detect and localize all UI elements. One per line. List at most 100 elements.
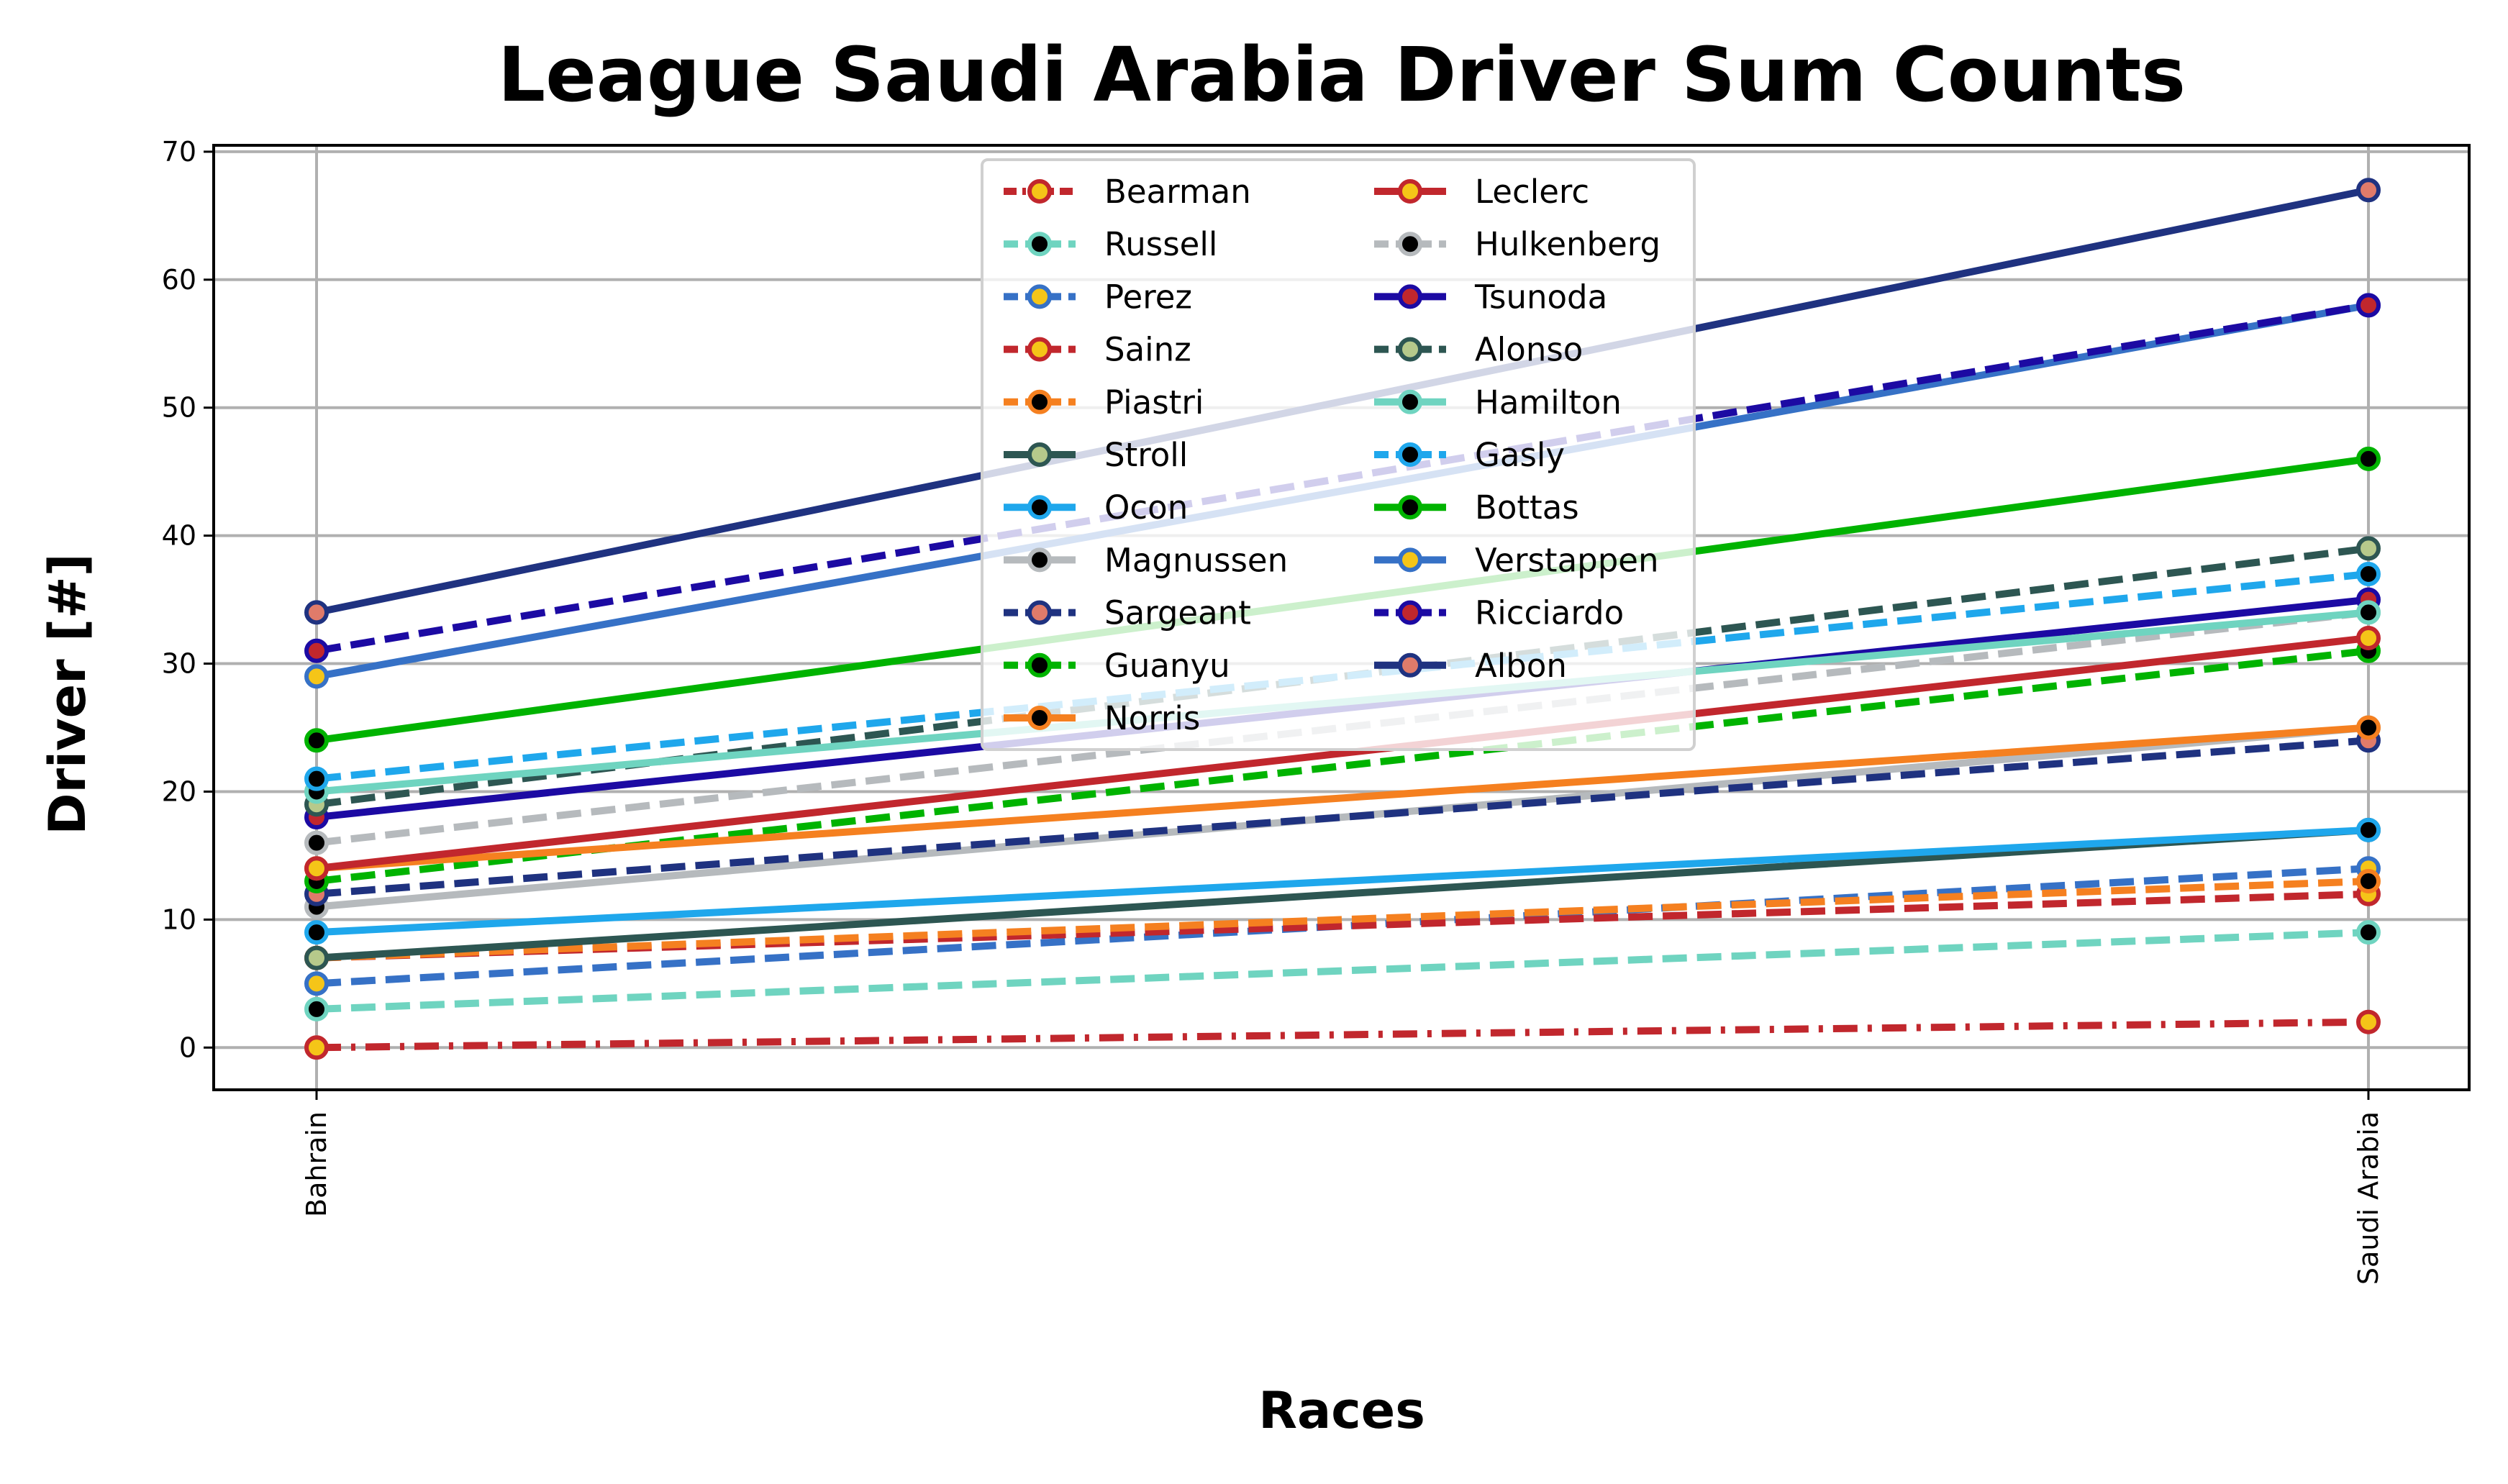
- legend-label: Tsunoda: [1474, 278, 1607, 316]
- legend-marker: [1027, 337, 1052, 362]
- series-ocon: [304, 817, 2381, 945]
- legend-marker: [1398, 389, 1422, 414]
- legend-marker: [1398, 652, 1422, 678]
- data-point: [2356, 536, 2381, 561]
- legend-label: Norris: [1104, 699, 1200, 737]
- legend-label: Alonso: [1475, 331, 1583, 369]
- legend-label: Sainz: [1104, 331, 1191, 369]
- data-point: [2356, 920, 2381, 945]
- legend-item-perez: Perez: [1004, 278, 1192, 316]
- legend-label: Bearman: [1104, 173, 1251, 211]
- series-line: [316, 724, 2369, 911]
- legend-item-sainz: Sainz: [1004, 331, 1191, 369]
- legend-label: Ricciardo: [1475, 594, 1624, 632]
- series-gasly: [304, 562, 2381, 791]
- legend-marker: [1027, 389, 1052, 414]
- legend-marker: [1398, 495, 1422, 520]
- legend-label: Piastri: [1104, 383, 1204, 422]
- chart-title: League Saudi Arabia Driver Sum Counts: [498, 31, 2186, 119]
- series-line: [316, 929, 2369, 1013]
- y-tick-label: 10: [162, 903, 196, 935]
- series-line: [316, 826, 2369, 962]
- data-point: [2356, 446, 2381, 471]
- legend-item-hamilton: Hamilton: [1374, 383, 1622, 422]
- legend-item-sargeant: Sargeant: [1004, 594, 1251, 632]
- legend-marker: [1398, 337, 1422, 362]
- data-point: [304, 664, 329, 689]
- series-line: [316, 737, 2369, 898]
- legend-marker: [1027, 495, 1052, 520]
- x-tick-label: Saudi Arabia: [2353, 1111, 2384, 1285]
- legend-label: Perez: [1104, 278, 1192, 316]
- ticks: 0 10 20 30 40 50 60 70 Bahrain Saudi Arabia: [162, 136, 2384, 1285]
- x-axis-label: Races: [1258, 1381, 1425, 1440]
- data-point: [2356, 562, 2381, 587]
- data-point: [2356, 178, 2381, 203]
- legend-item-magnussen: Magnussen: [1004, 541, 1288, 579]
- legend-item-piastri: Piastri: [1004, 383, 1204, 422]
- data-point: [2356, 293, 2381, 318]
- data-point: [304, 945, 329, 970]
- data-point: [304, 971, 329, 996]
- data-point: [304, 996, 329, 1021]
- data-point: [304, 638, 329, 663]
- legend-label: Stroll: [1104, 436, 1188, 474]
- legend-item-russell: Russell: [1004, 225, 1217, 263]
- y-tick-label: 70: [162, 136, 196, 168]
- legend-item-alonso: Alonso: [1374, 331, 1583, 369]
- y-tick-label: 50: [162, 392, 196, 424]
- legend-item-verstappen: Verstappen: [1374, 541, 1658, 579]
- series-line: [316, 890, 2369, 962]
- legend-label: Leclerc: [1475, 173, 1589, 211]
- series-line: [316, 826, 2369, 937]
- data-point: [2356, 817, 2381, 842]
- data-point: [304, 766, 329, 791]
- legend-item-stroll: Stroll: [1004, 436, 1188, 474]
- data-point: [2356, 625, 2381, 650]
- legend-label: Bottas: [1475, 488, 1579, 527]
- legend-item-ocon: Ocon: [1004, 488, 1188, 527]
- legend-marker: [1027, 442, 1052, 467]
- data-point: [304, 830, 329, 855]
- series-line: [316, 634, 2369, 873]
- series-line: [316, 865, 2369, 988]
- legend-label: Guanyu: [1104, 647, 1230, 685]
- legend-label: Albon: [1475, 647, 1567, 685]
- legend-item-ricciardo: Ricciardo: [1374, 594, 1624, 632]
- legend-label: Russell: [1104, 225, 1217, 263]
- legend-item-bottas: Bottas: [1374, 488, 1579, 527]
- legend-item-albon: Albon: [1374, 647, 1567, 685]
- legend-item-tsunoda: Tsunoda: [1374, 278, 1607, 316]
- legend-item-norris: Norris: [1004, 699, 1200, 737]
- data-point: [304, 856, 329, 881]
- axes-frame: [212, 144, 2471, 1091]
- series-line: [316, 724, 2369, 873]
- data-point: [2356, 715, 2381, 740]
- data-point: [2356, 1009, 2381, 1034]
- legend-item-bearman: Bearman: [1004, 173, 1251, 211]
- legend-label: Hamilton: [1475, 383, 1622, 422]
- series-russell: [304, 920, 2381, 1021]
- legend-marker: [1027, 706, 1052, 730]
- data-point: [304, 1035, 329, 1060]
- y-tick-label: 0: [179, 1032, 196, 1063]
- series-leclerc: [304, 625, 2381, 881]
- legend-label: Hulkenberg: [1475, 225, 1660, 263]
- legend-marker: [1398, 600, 1422, 625]
- x-tick-label: Bahrain: [301, 1111, 332, 1217]
- y-tick-label: 40: [162, 520, 196, 552]
- legend-marker: [1027, 232, 1052, 257]
- series-line: [316, 878, 2369, 962]
- legend-item-hulkenberg: Hulkenberg: [1374, 225, 1660, 263]
- legend-item-leclerc: Leclerc: [1374, 173, 1589, 211]
- legend-marker: [1398, 232, 1422, 257]
- legend-marker: [1398, 179, 1422, 204]
- legend-item-gasly: Gasly: [1374, 436, 1565, 474]
- series-alonso: [304, 536, 2381, 817]
- data-point: [2356, 600, 2381, 625]
- legend-marker: [1027, 600, 1052, 625]
- legend-marker: [1027, 547, 1052, 573]
- legend-marker: [1398, 284, 1422, 309]
